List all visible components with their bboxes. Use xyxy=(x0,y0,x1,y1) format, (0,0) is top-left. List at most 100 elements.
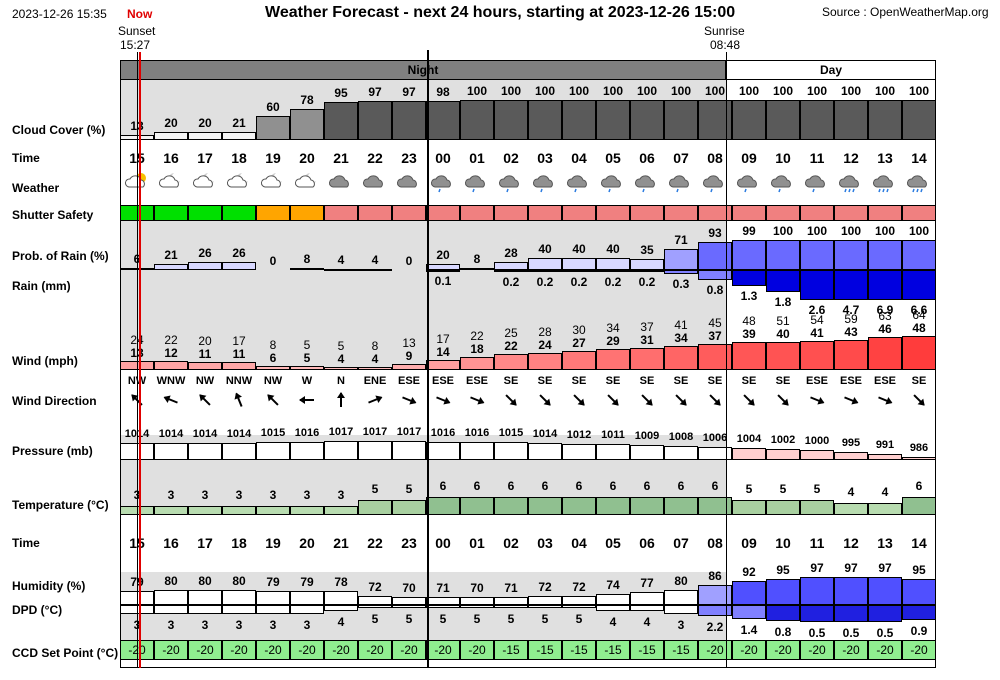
temperature-value: 6 xyxy=(473,479,481,493)
rain-bar xyxy=(562,270,596,272)
humidity-value: 80 xyxy=(198,574,212,588)
humidity-bar xyxy=(426,597,460,605)
gust-value: 5 xyxy=(337,339,345,353)
label-time: Time xyxy=(12,151,40,165)
humidity-bar xyxy=(596,594,630,605)
ccd-value: -20 xyxy=(910,643,928,657)
prob-value: 4 xyxy=(337,253,345,267)
wind-arrow-icon xyxy=(297,390,317,410)
wind-direction-label: NW xyxy=(120,375,154,387)
wind-arrow-icon xyxy=(603,390,623,410)
wind-value: 14 xyxy=(436,345,450,359)
temperature-value: 6 xyxy=(575,479,583,493)
cloud-value: 100 xyxy=(874,84,896,98)
rain-value: 6.6 xyxy=(910,303,928,317)
pressure-value: 1008 xyxy=(668,431,694,443)
dpd-bar xyxy=(324,605,358,611)
wind-direction-label: SE xyxy=(605,375,621,387)
wind-arrow-icon xyxy=(195,390,215,410)
humidity-bar xyxy=(256,591,290,605)
rain-bar xyxy=(596,270,630,272)
temperature-value: 5 xyxy=(405,482,413,496)
temperature-value: 6 xyxy=(643,479,651,493)
cloud-bar xyxy=(834,100,868,140)
wind-direction-label: ENE xyxy=(363,375,387,387)
prob-value: 100 xyxy=(908,224,930,238)
rain-value: 0.2 xyxy=(570,275,588,289)
prob-bar xyxy=(494,262,528,270)
pressure-bar xyxy=(800,450,834,460)
ccd-value: -20 xyxy=(706,643,724,657)
time-cell: 23 xyxy=(401,150,417,166)
cloud-value: 98 xyxy=(436,85,450,99)
prob-value: 100 xyxy=(772,224,794,238)
temperature-value: 6 xyxy=(439,479,447,493)
temperature-bar xyxy=(868,503,902,515)
wind-value: 24 xyxy=(538,338,552,352)
label-time-2: Time xyxy=(12,536,40,550)
pressure-bar xyxy=(256,442,290,460)
dpd-value: 0.9 xyxy=(910,624,928,638)
pressure-value: 1009 xyxy=(634,430,660,442)
cloud-value: 60 xyxy=(266,100,280,114)
time-cell-2: 21 xyxy=(333,535,349,551)
dpd-value: 3 xyxy=(201,618,209,632)
night-cloud-icon xyxy=(158,171,184,193)
dpd-bar xyxy=(528,605,562,608)
prob-value: 100 xyxy=(806,224,828,238)
humidity-value: 79 xyxy=(300,575,314,589)
light-rain-icon xyxy=(668,171,694,193)
cloud-bar xyxy=(562,100,596,140)
time-cell: 13 xyxy=(877,150,893,166)
dpd-bar xyxy=(426,605,460,608)
humidity-bar xyxy=(494,597,528,605)
prob-value: 100 xyxy=(874,224,896,238)
wind-value: 48 xyxy=(912,321,926,335)
rain-bar xyxy=(766,270,800,292)
shutter-cell xyxy=(664,205,698,221)
shutter-cell xyxy=(290,205,324,221)
prob-bar xyxy=(834,240,868,270)
dpd-bar xyxy=(630,605,664,611)
dpd-value: 2.2 xyxy=(706,620,724,634)
temperature-bar xyxy=(596,497,630,515)
ccd-value: -15 xyxy=(672,643,690,657)
humidity-bar xyxy=(664,590,698,605)
night-bg xyxy=(120,217,726,370)
light-rain-icon xyxy=(770,171,796,193)
pressure-value: 1016 xyxy=(430,427,456,439)
pressure-bar xyxy=(834,452,868,460)
time-cell-2: 22 xyxy=(367,535,383,551)
humidity-value: 70 xyxy=(402,581,416,595)
temperature-bar xyxy=(800,500,834,515)
pressure-value: 1014 xyxy=(226,428,252,440)
time-cell: 01 xyxy=(469,150,485,166)
wind-direction-label: W xyxy=(301,375,313,387)
wind-value: 43 xyxy=(844,325,858,339)
rain-bar xyxy=(868,270,902,300)
ccd-value: -15 xyxy=(638,643,656,657)
cloud-value: 97 xyxy=(368,85,382,99)
ccd-value: -20 xyxy=(162,643,180,657)
ccd-cell xyxy=(494,640,528,660)
wind-bar xyxy=(256,366,290,370)
cloud-value: 21 xyxy=(232,116,246,130)
dpd-value: 4 xyxy=(643,615,651,629)
cloud-value: 100 xyxy=(602,84,624,98)
cloud-bar xyxy=(324,102,358,140)
humidity-value: 97 xyxy=(844,561,858,575)
wind-value: 4 xyxy=(371,352,379,366)
prob-value: 0 xyxy=(405,254,413,268)
humidity-bar xyxy=(562,596,596,605)
humidity-bar xyxy=(868,577,902,605)
pressure-bar xyxy=(528,443,562,460)
dpd-value: 5 xyxy=(371,612,379,626)
wind-arrow-icon xyxy=(501,390,521,410)
time-cell-2: 07 xyxy=(673,535,689,551)
dpd-bar xyxy=(460,605,494,608)
temperature-value: 6 xyxy=(507,479,515,493)
humidity-value: 71 xyxy=(504,581,518,595)
ccd-value: -20 xyxy=(876,643,894,657)
cloud-value: 20 xyxy=(164,116,178,130)
